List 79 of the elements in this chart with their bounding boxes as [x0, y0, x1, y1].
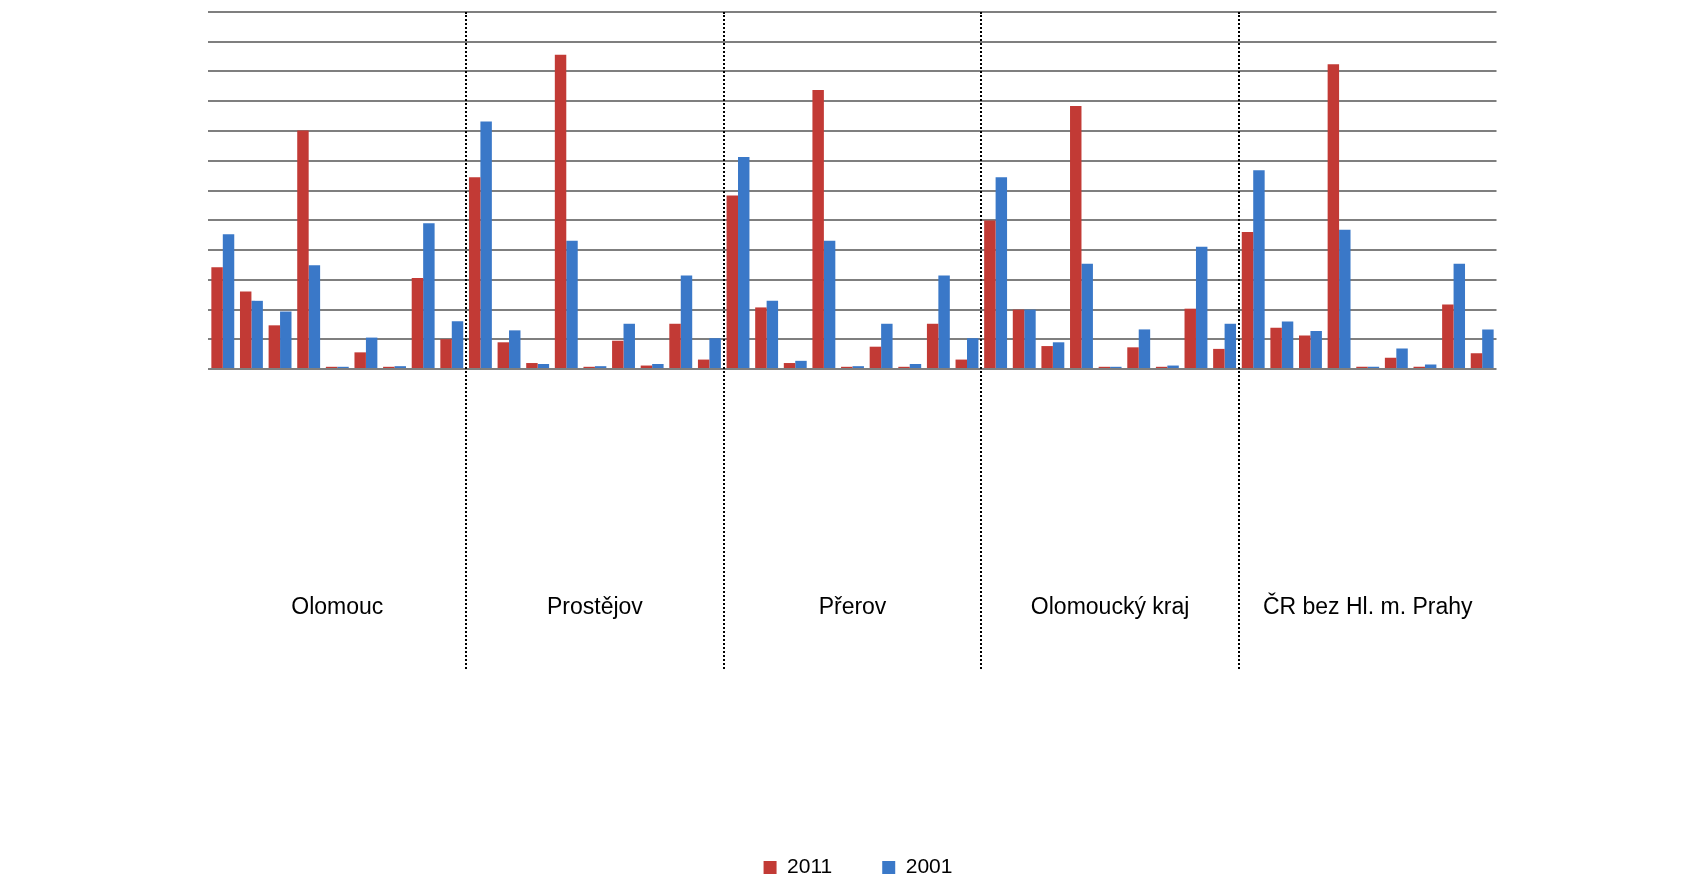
- bar: [766, 300, 779, 368]
- bar: [1327, 64, 1340, 368]
- bar: [669, 323, 681, 368]
- legend-label: 2011: [787, 854, 833, 878]
- bar: [297, 130, 309, 368]
- x-tick-label: Přerov: [818, 593, 887, 620]
- bar: [365, 337, 378, 368]
- bar: [1213, 348, 1225, 368]
- bar: [1224, 323, 1237, 368]
- bar: [1281, 321, 1294, 368]
- bar: [783, 363, 796, 368]
- bar: [308, 265, 321, 368]
- bar: [881, 323, 893, 368]
- bar: [926, 323, 939, 368]
- bar: [280, 311, 292, 368]
- bar: [451, 321, 464, 368]
- bar: [869, 346, 882, 368]
- bar: [755, 307, 767, 368]
- bar: [251, 300, 263, 368]
- bar: [239, 291, 252, 368]
- bar: [440, 339, 452, 368]
- bar: [966, 338, 979, 368]
- x-tick-label: Olomouc: [291, 593, 384, 620]
- bar: [1081, 263, 1093, 368]
- bar: [795, 360, 807, 368]
- bar: [268, 325, 281, 368]
- bar: [812, 90, 824, 368]
- bar: [554, 54, 567, 368]
- bar: [222, 234, 235, 368]
- bar: [468, 177, 481, 368]
- bar: [984, 220, 996, 368]
- bar: [1012, 309, 1025, 368]
- bar: [1339, 229, 1351, 368]
- bar: [423, 223, 435, 368]
- bar: [1470, 353, 1483, 368]
- bar: [480, 121, 492, 368]
- bar: [709, 338, 721, 368]
- bar: [1138, 329, 1151, 368]
- bar: [1453, 263, 1466, 368]
- bar: [995, 177, 1008, 368]
- legend-label: 2001: [905, 854, 953, 878]
- bar: [623, 323, 635, 368]
- bar: [909, 363, 922, 368]
- bar: [652, 363, 664, 368]
- bar: [738, 156, 750, 368]
- bar: [1127, 347, 1139, 368]
- x-tick-label: Prostějov: [546, 593, 644, 620]
- bar: [1270, 327, 1282, 368]
- bar: [697, 359, 710, 368]
- bar: [1482, 329, 1494, 368]
- bar: [955, 359, 967, 368]
- bar: [1195, 246, 1208, 368]
- bar: [1184, 308, 1196, 368]
- bar: [1310, 330, 1322, 368]
- bar: [823, 240, 836, 368]
- bar: [1241, 232, 1254, 368]
- bar: [1384, 357, 1397, 368]
- bar: [938, 275, 950, 368]
- x-tick-label: Olomoucký kraj: [1030, 593, 1190, 620]
- bar: [1442, 304, 1454, 368]
- bar: [1396, 348, 1408, 368]
- bar: [1041, 346, 1053, 368]
- bar: [1070, 106, 1082, 368]
- bar: [1024, 309, 1036, 368]
- bar: [1253, 170, 1265, 368]
- bar: [726, 195, 739, 368]
- bar: [354, 352, 366, 368]
- bar: [526, 363, 538, 368]
- bar: [537, 363, 550, 368]
- x-tick-label: ČR bez Hl. m. Prahy: [1262, 592, 1474, 620]
- bar: [509, 330, 521, 368]
- bar: [612, 340, 624, 368]
- bar: [211, 267, 223, 368]
- bar: [1299, 335, 1311, 368]
- bar: [680, 275, 693, 368]
- bar: [566, 240, 578, 368]
- bar: [497, 342, 510, 368]
- bar: [1052, 342, 1065, 368]
- bar: [411, 277, 424, 368]
